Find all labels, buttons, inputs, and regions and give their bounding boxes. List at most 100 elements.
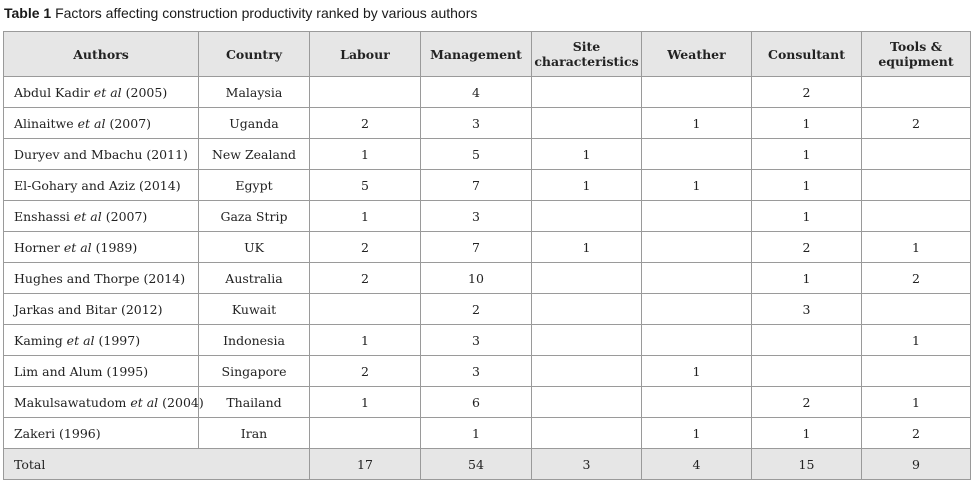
author-cell: Makulsawatudom et al (2004) [3, 386, 204, 418]
author-cell: Alinaitwe et al (2007) [3, 107, 199, 139]
header-site-line2: characteristics [534, 54, 639, 69]
tools-cell: 1 [861, 231, 971, 263]
table-row: Kaming et al (1997) Indonesia 1 3 1 [3, 324, 971, 356]
labour-cell: 5 [309, 169, 421, 201]
site-cell [531, 107, 642, 139]
total-row: Total 17 54 3 4 15 9 [3, 448, 971, 480]
management-cell: 5 [420, 138, 532, 170]
country-cell: Gaza Strip [198, 200, 310, 232]
site-cell: 1 [531, 169, 642, 201]
country-cell: Kuwait [198, 293, 310, 325]
table-caption-text: Factors affecting construction productiv… [55, 5, 478, 21]
management-cell: 6 [420, 386, 532, 418]
table-row: Duryev and Mbachu (2011) New Zealand 1 5 1 1 [3, 138, 971, 170]
management-cell: 10 [420, 262, 532, 294]
productivity-factors-table: Authors Country Labour Management Site ch… [3, 31, 971, 480]
table-row: Alinaitwe et al (2007) Uganda 2 3 1 1 2 [3, 107, 971, 139]
table-row: Hughes and Thorpe (2014) Australia 2 10 1 2 [3, 262, 971, 294]
weather-cell [641, 138, 752, 170]
header-tools-line2: equipment [878, 54, 954, 69]
table-row: Abdul Kadir et al (2005) Malaysia 4 2 [3, 76, 971, 108]
site-cell [531, 76, 642, 108]
table-row: Makulsawatudom et al (2004) Thailand 1 6 2 1 [3, 386, 971, 418]
consultant-cell: 1 [751, 417, 862, 449]
header-management: Management [420, 31, 532, 77]
site-cell [531, 355, 642, 387]
author-year: (2007) [105, 115, 152, 131]
author-cell: Zakeri (1996) [3, 417, 199, 449]
author-name: Enshassi [14, 208, 74, 224]
consultant-cell: 1 [751, 262, 862, 294]
labour-cell: 1 [309, 386, 421, 418]
author-name: Zakeri (1996) [14, 425, 101, 441]
table-row: El-Gohary and Aziz (2014) Egypt 5 7 1 1 1 [3, 169, 971, 201]
author-year: (2004) [158, 394, 204, 410]
author-cell: Horner et al (1989) [3, 231, 199, 263]
tools-cell [861, 138, 971, 170]
author-name: Makulsawatudom [14, 394, 131, 410]
author-cell: Enshassi et al (2007) [3, 200, 199, 232]
author-cell: Kaming et al (1997) [3, 324, 199, 356]
tools-cell: 2 [861, 107, 971, 139]
country-cell: Uganda [198, 107, 310, 139]
tools-cell [861, 76, 971, 108]
author-et-al: et al [93, 84, 122, 100]
author-cell: Hughes and Thorpe (2014) [3, 262, 199, 294]
consultant-cell: 3 [751, 293, 862, 325]
consultant-cell: 1 [751, 200, 862, 232]
weather-cell: 1 [641, 355, 752, 387]
country-cell: Singapore [198, 355, 310, 387]
total-weather: 4 [641, 448, 752, 480]
weather-cell [641, 293, 752, 325]
tools-cell [861, 169, 971, 201]
author-et-al: et al [130, 394, 159, 410]
labour-cell [309, 76, 421, 108]
consultant-cell: 1 [751, 138, 862, 170]
weather-cell [641, 231, 752, 263]
total-labour: 17 [309, 448, 421, 480]
header-row: Authors Country Labour Management Site ch… [3, 31, 971, 77]
country-cell: Iran [198, 417, 310, 449]
site-cell: 1 [531, 138, 642, 170]
management-cell: 1 [420, 417, 532, 449]
header-labour: Labour [309, 31, 421, 77]
author-cell: El-Gohary and Aziz (2014) [3, 169, 199, 201]
country-cell: Egypt [198, 169, 310, 201]
management-cell: 3 [420, 107, 532, 139]
author-name: Abdul Kadir [14, 84, 94, 100]
labour-cell: 1 [309, 200, 421, 232]
author-cell: Duryev and Mbachu (2011) [3, 138, 199, 170]
author-cell: Jarkas and Bitar (2012) [3, 293, 199, 325]
weather-cell: 1 [641, 417, 752, 449]
site-cell [531, 324, 642, 356]
table-row: Horner et al (1989) UK 2 7 1 2 1 [3, 231, 971, 263]
labour-cell: 2 [309, 355, 421, 387]
management-cell: 3 [420, 200, 532, 232]
author-et-al: et al [73, 208, 102, 224]
country-cell: Australia [198, 262, 310, 294]
author-year: (2005) [121, 84, 168, 100]
tools-cell [861, 293, 971, 325]
author-et-al: et al [77, 115, 106, 131]
author-name: Duryev and Mbachu (2011) [14, 146, 188, 162]
tools-cell: 1 [861, 386, 971, 418]
table-caption-label: Table 1 [4, 5, 52, 21]
author-year: (1989) [91, 239, 138, 255]
table-row: Lim and Alum (1995) Singapore 2 3 1 [3, 355, 971, 387]
author-name: Kaming [14, 332, 67, 348]
weather-cell [641, 76, 752, 108]
labour-cell [309, 417, 421, 449]
site-cell [531, 262, 642, 294]
author-cell: Abdul Kadir et al (2005) [3, 76, 199, 108]
management-cell: 2 [420, 293, 532, 325]
country-cell: UK [198, 231, 310, 263]
site-cell: 1 [531, 231, 642, 263]
weather-cell [641, 324, 752, 356]
weather-cell: 1 [641, 169, 752, 201]
author-cell: Lim and Alum (1995) [3, 355, 199, 387]
country-cell: Malaysia [198, 76, 310, 108]
tools-cell: 1 [861, 324, 971, 356]
consultant-cell: 1 [751, 107, 862, 139]
author-name: El-Gohary and Aziz (2014) [14, 177, 181, 193]
total-management: 54 [420, 448, 532, 480]
